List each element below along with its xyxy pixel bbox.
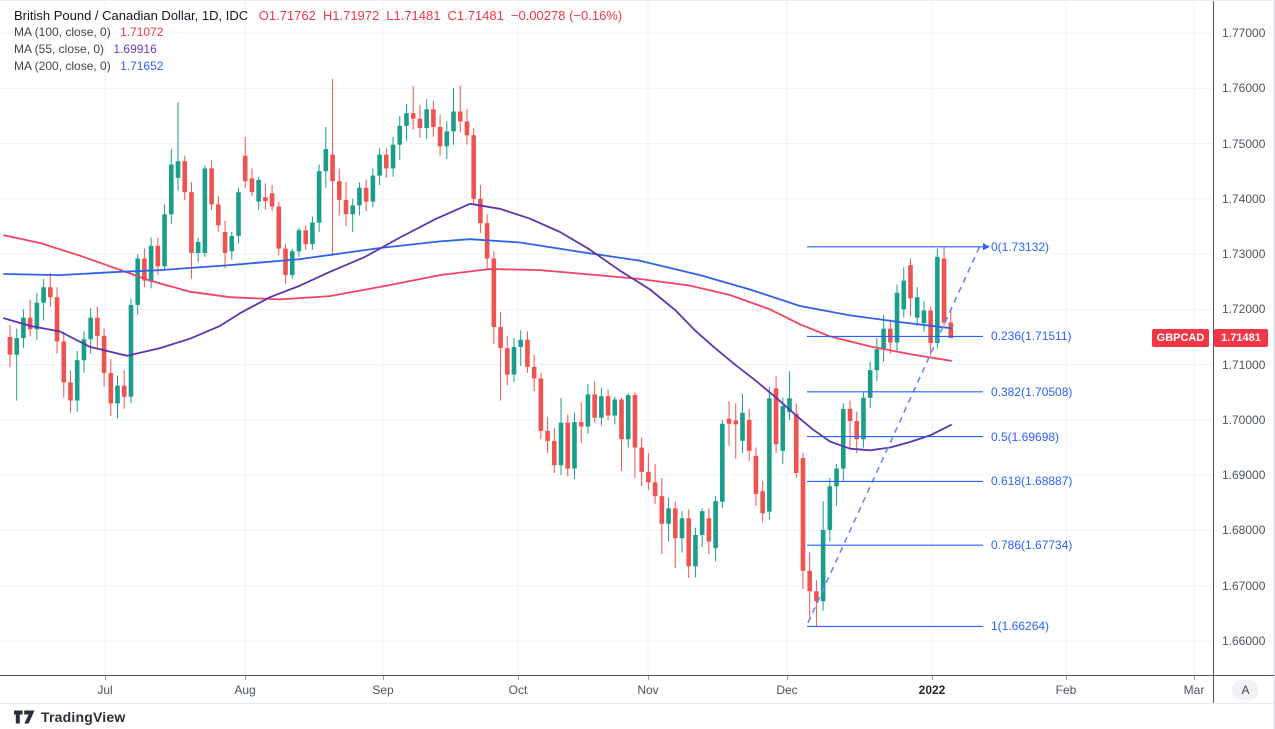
price-axis-tick: 1.71000 bbox=[1222, 357, 1266, 372]
price-axis-tick: 1.73000 bbox=[1222, 247, 1266, 262]
time-axis-tickmark bbox=[787, 676, 788, 680]
symbol-title: British Pound / Canadian Dollar, 1D, IDC bbox=[14, 8, 249, 23]
time-axis-label: Nov bbox=[637, 683, 659, 697]
low-value: L1.71481 bbox=[386, 8, 441, 23]
time-axis-tickmark bbox=[105, 676, 106, 680]
fib-level-label: 0.786(1.67734) bbox=[991, 538, 1073, 553]
fib-level-label: 0.382(1.70508) bbox=[991, 384, 1073, 399]
close-value: C1.71481 bbox=[447, 8, 504, 23]
ma-200-label: MA (200, close, 0) bbox=[14, 59, 111, 73]
price-axis-tick: 1.76000 bbox=[1222, 81, 1266, 96]
fib-level-label: 0.5(1.69698) bbox=[991, 429, 1060, 444]
time-axis-label: Dec bbox=[776, 683, 798, 697]
time-axis-label: Aug bbox=[234, 683, 256, 697]
price-axis-tick: 1.66000 bbox=[1222, 634, 1266, 648]
time-axis-tickmark bbox=[932, 676, 933, 680]
last-price-symbol-badge: GBPCAD bbox=[1152, 329, 1209, 348]
time-axis-tickmark bbox=[648, 676, 649, 680]
time-axis-label: Sep bbox=[372, 683, 394, 697]
footer-strip: TradingView bbox=[0, 703, 1275, 729]
tradingview-logo[interactable]: TradingView bbox=[14, 709, 125, 725]
time-axis-label: 2022 bbox=[918, 683, 946, 697]
time-axis-label: Jul bbox=[97, 683, 113, 697]
ma-100-legend-row[interactable]: MA (100, close, 0) 1.71072 bbox=[14, 24, 622, 41]
price-axis[interactable]: 1.77000 1.76000 1.75000 1.74000 1.73000 1.720… bbox=[1213, 1, 1275, 703]
ma-55-label: MA (55, close, 0) bbox=[14, 42, 105, 56]
time-axis-label: Mar bbox=[1183, 683, 1205, 697]
time-axis-tickmark bbox=[1066, 676, 1067, 680]
ma-100-value: 1.71072 bbox=[120, 25, 164, 39]
fib-level-label: 0.618(1.68887) bbox=[991, 474, 1073, 489]
fib-level-label: 1(1.66264) bbox=[991, 619, 1050, 634]
ma-55-legend-row[interactable]: MA (55, close, 0) 1.69916 bbox=[14, 41, 622, 58]
price-axis-tick: 1.69000 bbox=[1222, 468, 1266, 483]
price-axis-tick: 1.70000 bbox=[1222, 412, 1266, 427]
time-axis-tickmark bbox=[383, 676, 384, 680]
open-value: O1.71762 bbox=[258, 8, 316, 23]
ohlc-values: O1.71762 H1.71972 L1.71481 C1.71481 −0.00278… bbox=[252, 8, 622, 23]
chart-legend: British Pound / Canadian Dollar, 1D, IDC… bbox=[14, 7, 622, 75]
fib-level-label: 0.236(1.71511) bbox=[991, 329, 1072, 344]
change-value: −0.00278 (−0.16%) bbox=[510, 8, 623, 23]
ma-200-legend-row[interactable]: MA (200, close, 0) 1.71652 bbox=[14, 58, 622, 75]
candlestick-chart-canvas[interactable] bbox=[0, 1, 1213, 675]
price-axis-tick: 1.74000 bbox=[1222, 191, 1266, 206]
ma-200-value: 1.71652 bbox=[120, 59, 164, 73]
time-axis[interactable]: Jul Aug Sep Oct Nov Dec 2022 Feb Mar bbox=[0, 675, 1213, 703]
time-axis-tickmark bbox=[245, 676, 246, 680]
price-axis-tick: 1.72000 bbox=[1222, 302, 1266, 317]
price-axis-tick: 1.77000 bbox=[1222, 26, 1266, 40]
time-axis-tickmark bbox=[1194, 676, 1195, 680]
last-price-value-badge: 1.71481 bbox=[1214, 329, 1268, 348]
time-axis-label: Oct bbox=[508, 683, 528, 697]
fib-level-label: 0(1.73132) bbox=[991, 239, 1050, 254]
tradingview-logo-text: TradingView bbox=[41, 709, 126, 725]
axis-corner: A bbox=[1213, 675, 1275, 703]
price-axis-tick: 1.68000 bbox=[1222, 523, 1266, 538]
price-axis-tick: 1.67000 bbox=[1222, 578, 1266, 593]
symbol-title-row[interactable]: British Pound / Canadian Dollar, 1D, IDC… bbox=[14, 7, 622, 24]
ma-100-label: MA (100, close, 0) bbox=[14, 25, 111, 39]
high-value: H1.71972 bbox=[322, 8, 380, 23]
price-axis-tick: 1.75000 bbox=[1222, 136, 1266, 151]
time-axis-label: Feb bbox=[1055, 683, 1077, 697]
time-axis-tickmark bbox=[518, 676, 519, 680]
tradingview-mark-icon bbox=[14, 710, 35, 724]
ma-55-value: 1.69916 bbox=[113, 42, 157, 56]
auto-scale-button[interactable]: A bbox=[1232, 680, 1259, 700]
